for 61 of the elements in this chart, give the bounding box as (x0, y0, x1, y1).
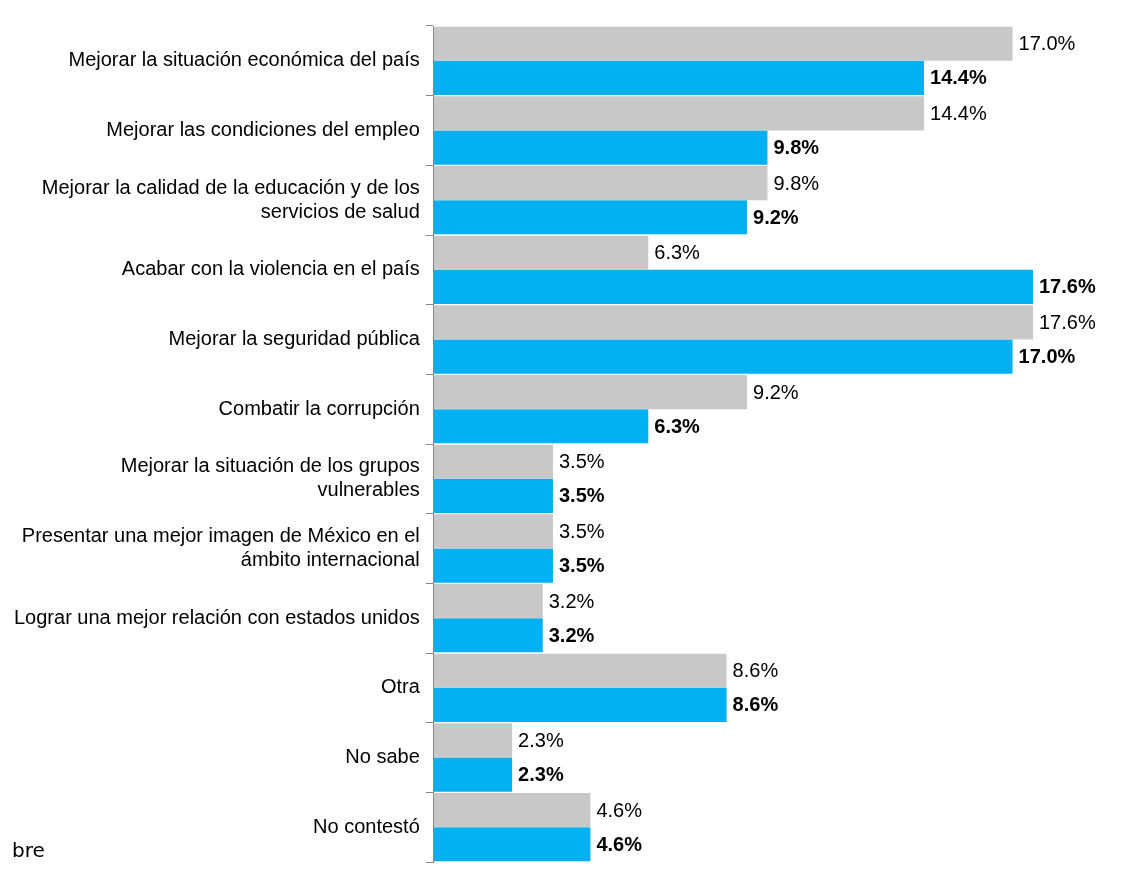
data-label: 3.5% (558, 450, 605, 473)
data-label: 3.5% (558, 519, 605, 542)
bar (433, 548, 553, 583)
bar (433, 653, 727, 688)
data-label: 9.2% (753, 380, 799, 403)
data-label: 9.8% (773, 136, 820, 159)
bar (433, 618, 543, 653)
data-label: 4.6% (596, 832, 643, 855)
bar (433, 444, 553, 479)
bar (433, 60, 925, 95)
data-label: 17.0% (1018, 32, 1076, 55)
text: bre (12, 838, 45, 863)
y-tick-label: Lograr una mejor relación con estados unidos (13, 605, 420, 628)
bar (433, 235, 649, 270)
y-tick-label: Mejorar la seguridad pública (168, 327, 421, 350)
y-tick-label: Mejorar las condiciones del empleo (106, 118, 420, 141)
bar (433, 478, 553, 513)
y-tick-label: Mejorar la situación económica del país (68, 48, 420, 71)
y-tick-label: No contestó (313, 814, 420, 837)
bar (433, 793, 591, 828)
bar (433, 723, 513, 758)
data-label: 4.6% (596, 798, 643, 821)
data-label: 8.6% (732, 659, 779, 682)
y-tick-label: Mejorar la situación de los grupos vulnerables (120, 454, 420, 501)
bar (433, 584, 543, 619)
y-tick-label: Combatir la corrupción (218, 396, 420, 419)
data-label: 3.2% (548, 589, 595, 612)
data-label: 8.6% (732, 693, 779, 716)
bar (433, 200, 748, 235)
data-label: 6.3% (654, 241, 701, 264)
y-tick-label: Presentar una mejor imagen de México en el ámbito internacional (21, 524, 420, 571)
y-tick-label: No sabe (345, 745, 420, 768)
data-label: 14.4% (930, 101, 987, 124)
bar (433, 757, 513, 792)
bar (433, 827, 591, 862)
y-tick-label: Otra (380, 675, 421, 698)
bar (433, 130, 768, 165)
bar (433, 166, 768, 201)
bar (433, 305, 1033, 340)
data-label: 9.2% (753, 205, 799, 228)
data-label: 17.6% (1039, 275, 1096, 298)
y-tick-label: Acabar con la violencia en el país (121, 257, 420, 280)
bar (433, 339, 1013, 374)
data-label: 6.3% (654, 414, 701, 437)
data-label: 14.4% (930, 66, 987, 89)
bar (433, 269, 1033, 304)
data-label: 3.5% (558, 554, 605, 577)
data-label: 3.5% (558, 484, 605, 507)
data-label: 17.0% (1018, 345, 1076, 368)
data-label: 9.8% (773, 171, 820, 194)
data-label: 2.3% (518, 763, 564, 786)
y-tick-label: Mejorar la calidad de la educación y de los servicios de salud (41, 175, 420, 222)
bar (433, 409, 649, 444)
data-label: 17.6% (1039, 310, 1096, 333)
data-label: 3.2% (548, 623, 595, 646)
bar (433, 375, 748, 410)
bar (433, 687, 727, 722)
bar (433, 96, 925, 131)
bar (433, 26, 1013, 61)
data-label: 2.3% (518, 728, 564, 751)
bar (433, 514, 553, 549)
